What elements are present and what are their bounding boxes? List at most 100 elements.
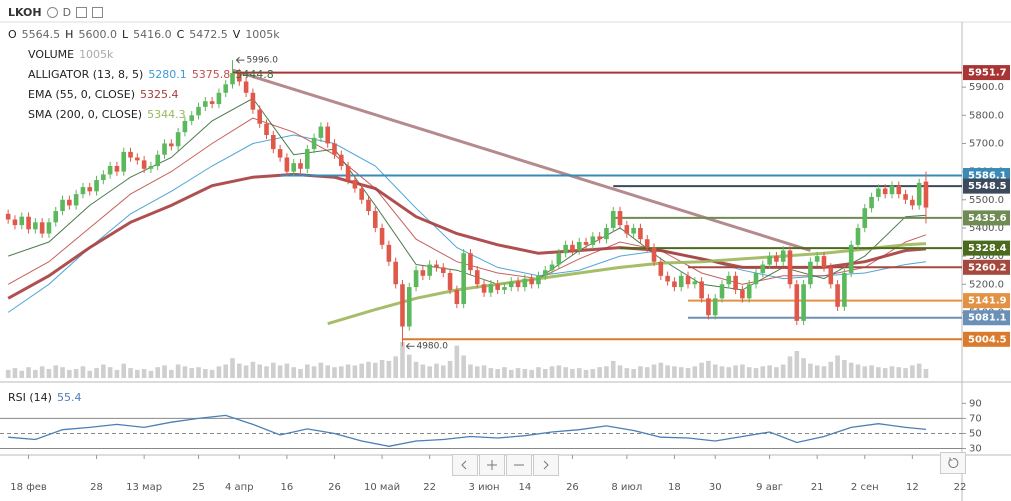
volume-bar	[699, 362, 704, 378]
candle-body	[665, 275, 670, 282]
volume-bar	[366, 361, 371, 378]
candle-body	[685, 275, 691, 285]
volume-bar	[338, 366, 344, 378]
volume-bar	[162, 365, 167, 378]
volume-bar	[862, 366, 868, 378]
volume-bar	[400, 342, 405, 378]
x-tick-label: 21	[811, 482, 824, 493]
candle-body	[318, 126, 324, 138]
x-tick-label: 2 сен	[851, 482, 879, 493]
candle-body	[237, 73, 242, 82]
candle-body	[597, 236, 602, 240]
level-label-box	[963, 310, 1010, 326]
volume-bar	[114, 369, 120, 378]
scroll-right-button[interactable]	[533, 454, 559, 476]
candle-body	[787, 250, 793, 285]
volume-bar	[536, 367, 541, 378]
x-tick-label: 3 июн	[469, 482, 500, 493]
candle-body	[529, 278, 534, 285]
candle-body	[923, 181, 929, 208]
zoom-out-button[interactable]	[506, 454, 532, 476]
legend-value: 5280.1	[148, 68, 187, 81]
candle-body	[882, 188, 888, 195]
x-tick-label: 16	[281, 482, 294, 493]
legend-name: ALLIGATOR (13, 8, 5)	[28, 68, 144, 81]
candle-body	[916, 182, 922, 206]
candle-body	[379, 227, 385, 245]
volume-bar	[774, 367, 779, 378]
candle-body	[869, 196, 874, 209]
legend-name: EMA (55, 0, CLOSE)	[28, 88, 136, 101]
volume-bar	[610, 360, 616, 378]
volume-bar	[284, 363, 290, 378]
candle-body	[33, 222, 38, 230]
chart-type-icon[interactable]	[76, 7, 88, 18]
candle-body	[87, 187, 93, 192]
legend-value: 5344.3	[147, 108, 186, 121]
volume-bar	[604, 366, 609, 378]
reset-button[interactable]	[940, 452, 966, 474]
candle-body	[182, 120, 188, 133]
rsi-line	[8, 414, 927, 447]
y-tick-label: 30	[969, 444, 982, 455]
candle-body	[794, 284, 800, 321]
candle-body	[80, 187, 86, 195]
candle-body	[447, 272, 453, 290]
volume-bar	[590, 369, 596, 378]
candle-body	[712, 298, 718, 316]
volume-bar	[678, 367, 684, 378]
volume-bar	[237, 363, 242, 378]
candle-body	[406, 287, 412, 327]
x-tick-label: 9 авг	[756, 482, 783, 493]
settings-icon[interactable]	[46, 7, 58, 18]
ohlc-key: L	[121, 28, 129, 41]
volume-bar	[311, 366, 317, 378]
compare-icon[interactable]	[92, 7, 104, 18]
x-tick-label: 26	[328, 482, 341, 493]
legend-row: ALLIGATOR (13, 8, 5) 5280.1 5375.8 5444.8	[28, 68, 274, 81]
volume-bar	[277, 365, 283, 378]
candle-body	[135, 157, 140, 161]
volume-bar	[67, 369, 72, 378]
volume-bar	[549, 366, 555, 378]
candle-body	[502, 287, 507, 290]
candle-body	[352, 180, 358, 189]
level-label: 5260.2	[968, 262, 1007, 273]
volume-bar	[434, 363, 439, 378]
candle-body	[60, 199, 65, 212]
candle-body	[141, 160, 147, 169]
zoom-in-button[interactable]	[479, 454, 505, 476]
candle-body	[101, 174, 106, 181]
candle-body	[767, 256, 772, 265]
volume-bar	[740, 364, 745, 378]
candle-body	[821, 256, 827, 268]
volume-bar	[454, 345, 460, 378]
candle-body	[638, 227, 643, 240]
candle-body	[277, 149, 283, 158]
volume-bar	[828, 361, 834, 378]
volume-bar	[563, 367, 568, 378]
y-tick-label: 70	[969, 413, 982, 424]
volume-bar	[209, 369, 215, 378]
y-tick-label: 5300.0	[969, 251, 1004, 262]
candle-body	[73, 194, 79, 206]
symbol[interactable]: LKOH	[8, 6, 42, 19]
candle-body	[468, 253, 473, 271]
annotation-arrow	[235, 56, 245, 64]
candle-body	[746, 284, 752, 299]
volume-bar	[60, 367, 65, 378]
legend-value: 5444.8	[235, 68, 274, 81]
interval[interactable]: D	[62, 6, 72, 19]
volume-bar	[665, 365, 670, 378]
candle-body	[461, 253, 466, 304]
volume-bar	[733, 365, 738, 378]
volume-bar	[427, 366, 432, 378]
candle-body	[12, 219, 18, 226]
volume-bar	[597, 367, 602, 378]
scroll-left-button[interactable]	[452, 454, 478, 476]
volume-bar	[141, 369, 147, 378]
volume-bar	[304, 364, 310, 378]
candle-body	[862, 208, 868, 228]
candle-body	[753, 272, 759, 285]
ohlc-value: 5472.5	[189, 28, 228, 41]
